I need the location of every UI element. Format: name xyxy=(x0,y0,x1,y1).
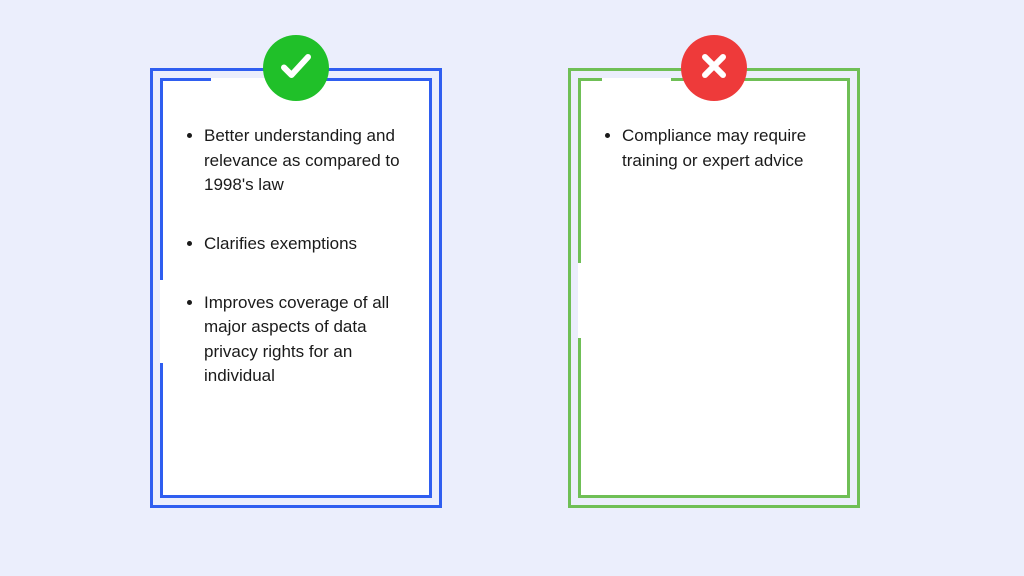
infographic-canvas: Better understanding and relevance as co… xyxy=(0,0,1024,576)
cons-inner-notch-top xyxy=(602,78,671,81)
pros-inner-notch-left xyxy=(160,280,163,363)
list-item: Better understanding and relevance as co… xyxy=(204,124,410,198)
cons-inner-notch-left xyxy=(578,263,581,338)
check-icon xyxy=(278,48,314,89)
list-item: Improves coverage of all major aspects o… xyxy=(204,291,410,390)
cons-badge xyxy=(681,35,747,101)
pros-content: Better understanding and relevance as co… xyxy=(182,124,410,389)
cross-icon xyxy=(696,48,732,89)
cons-list: Compliance may require training or exper… xyxy=(600,124,828,173)
pros-badge xyxy=(263,35,329,101)
pros-list: Better understanding and relevance as co… xyxy=(182,124,410,389)
pros-card: Better understanding and relevance as co… xyxy=(150,68,442,508)
cons-card: Compliance may require training or exper… xyxy=(568,68,860,508)
list-item: Compliance may require training or exper… xyxy=(622,124,828,173)
cons-content: Compliance may require training or exper… xyxy=(600,124,828,173)
list-item: Clarifies exemptions xyxy=(204,232,410,257)
